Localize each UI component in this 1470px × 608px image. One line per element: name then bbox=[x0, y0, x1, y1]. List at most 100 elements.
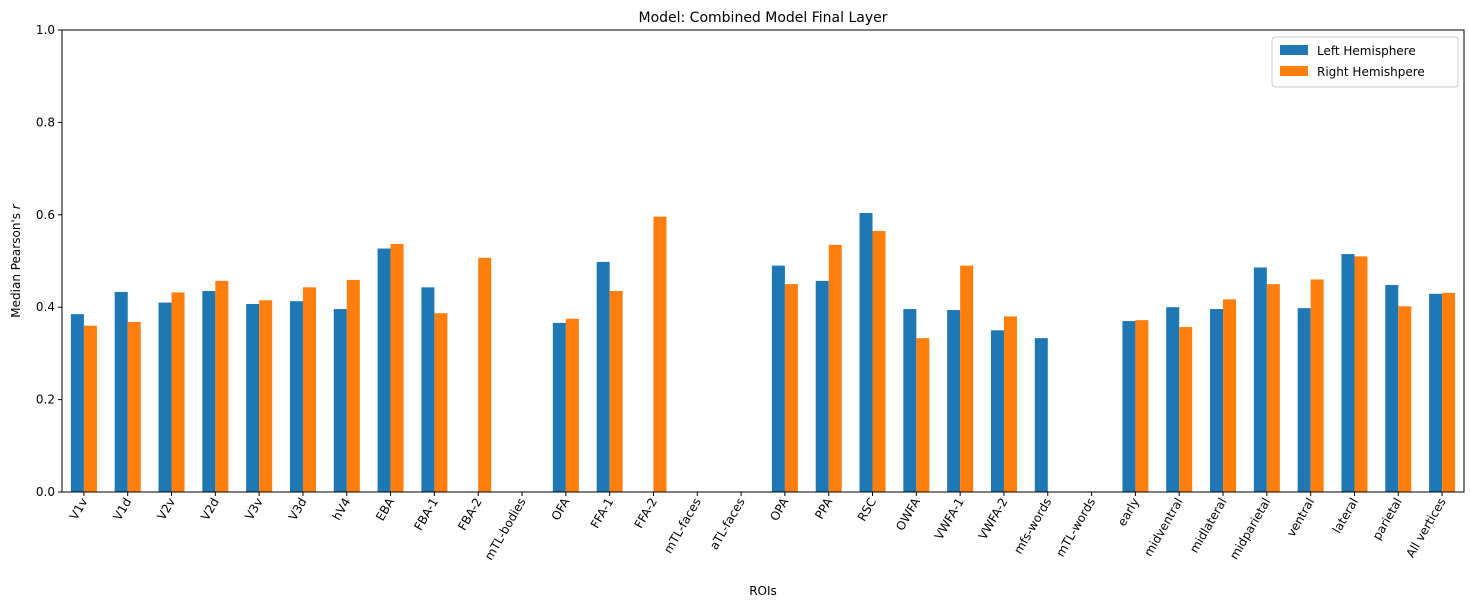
bar-left-ventral bbox=[1297, 308, 1311, 492]
bar-left-mfs-words bbox=[1034, 338, 1048, 492]
bar-left-v1v bbox=[70, 314, 84, 492]
bar-right-lateral bbox=[1354, 256, 1368, 492]
bar-left-vwfa-1 bbox=[947, 309, 961, 492]
bar-right-all-vertices bbox=[1442, 292, 1456, 492]
bar-right-vwfa-1 bbox=[960, 265, 974, 492]
bar-left-hv4 bbox=[333, 309, 347, 492]
bar-left-v2v bbox=[158, 302, 172, 492]
axes-frame bbox=[61, 29, 1465, 493]
bar-right-v2v bbox=[171, 292, 185, 492]
x-tick-label: mTL-bodies bbox=[482, 496, 529, 563]
y-tick-label: 0.2 bbox=[36, 393, 55, 407]
bar-right-ffa-1 bbox=[609, 291, 623, 492]
bar-right-v2d bbox=[215, 280, 229, 492]
x-tick-label: All vertices bbox=[1403, 496, 1448, 560]
bar-left-owfa bbox=[903, 309, 917, 492]
legend: Left Hemisphere Right Hemishpere bbox=[1271, 36, 1459, 88]
bar-right-v3d bbox=[302, 287, 316, 492]
bar-left-eba bbox=[377, 248, 391, 492]
bar-right-ofa bbox=[565, 318, 579, 492]
bar-left-v1d bbox=[114, 291, 128, 492]
bar-right-parietal bbox=[1398, 306, 1412, 492]
bar-left-midventral bbox=[1166, 307, 1180, 492]
legend-label: Right Hemishpere bbox=[1317, 65, 1425, 79]
bar-right-ffa-2 bbox=[653, 216, 667, 492]
x-tick-label: FBA-1 bbox=[411, 496, 441, 533]
x-tick-label: VWFA-2 bbox=[976, 496, 1011, 543]
chart-title: Model: Combined Model Final Layer bbox=[638, 10, 887, 26]
bar-right-early bbox=[1135, 320, 1149, 492]
x-tick-label: V2v bbox=[155, 496, 179, 523]
x-tick-label: FBA-2 bbox=[455, 496, 485, 533]
legend-swatch bbox=[1280, 45, 1308, 55]
bar-right-midparietal bbox=[1266, 284, 1280, 492]
x-tick-label: EBA bbox=[373, 495, 398, 523]
bar-right-rsc bbox=[872, 230, 886, 492]
y-tick-label: 1.0 bbox=[36, 23, 55, 37]
y-axis-label: Median Pearson's r bbox=[9, 203, 23, 318]
bar-left-midlateral bbox=[1210, 309, 1224, 492]
x-tick-label: VWFA-1 bbox=[932, 496, 967, 543]
x-tick-label: midparietal bbox=[1227, 496, 1273, 562]
x-tick-label: ventral bbox=[1284, 496, 1317, 540]
bar-right-ventral bbox=[1310, 279, 1324, 492]
y-tick-label: 0.4 bbox=[36, 300, 55, 314]
bar-left-v3v bbox=[246, 303, 260, 492]
x-tick-label: mfs-words bbox=[1011, 496, 1054, 557]
x-tick-label: hV4 bbox=[330, 496, 354, 523]
x-axis: V1v V1d V2v V2d V3v V3d hV4 EBA FBA-1 FBA-2mTL-bo… bbox=[67, 492, 1449, 563]
bar-right-eba bbox=[390, 243, 404, 492]
bar-right-opa bbox=[784, 284, 798, 492]
x-tick-label: midventral bbox=[1141, 496, 1186, 559]
x-tick-label: mTL-words bbox=[1053, 496, 1098, 560]
x-tick-label: lateral bbox=[1330, 496, 1361, 536]
legend-box bbox=[1271, 36, 1459, 88]
bars-group bbox=[70, 212, 1456, 492]
x-tick-label: FFA-1 bbox=[588, 496, 616, 531]
x-tick-label: V1v bbox=[67, 496, 91, 523]
bar-left-opa bbox=[771, 265, 785, 492]
x-tick-label: RSC bbox=[855, 496, 879, 524]
bar-right-hv4 bbox=[346, 279, 360, 492]
legend-label: Left Hemisphere bbox=[1317, 44, 1416, 58]
bar-left-fba-1 bbox=[421, 287, 435, 492]
x-tick-label: parietal bbox=[1370, 496, 1405, 543]
x-tick-label: PPA bbox=[812, 495, 835, 522]
x-tick-label: V1d bbox=[110, 496, 134, 523]
bar-right-midventral bbox=[1179, 327, 1193, 492]
bar-left-early bbox=[1122, 321, 1136, 492]
y-tick-label: 0.6 bbox=[36, 208, 55, 222]
bar-left-midparietal bbox=[1253, 267, 1267, 492]
x-tick-label: OPA bbox=[767, 495, 792, 524]
bar-left-lateral bbox=[1341, 254, 1355, 492]
x-tick-label: FFA-2 bbox=[632, 496, 660, 531]
x-tick-label: V2d bbox=[198, 496, 222, 523]
bar-right-v1v bbox=[83, 325, 97, 492]
bar-left-ofa bbox=[552, 322, 566, 492]
x-tick-label: V3d bbox=[286, 496, 310, 523]
bar-right-midlateral bbox=[1223, 299, 1237, 492]
x-tick-label: early bbox=[1115, 496, 1142, 529]
x-tick-label: mTL-faces bbox=[661, 496, 704, 556]
legend-swatch bbox=[1280, 66, 1308, 76]
bar-left-parietal bbox=[1385, 285, 1399, 492]
x-tick-label: V3v bbox=[242, 496, 266, 523]
bar-left-v3d bbox=[289, 301, 303, 492]
bar-right-ppa bbox=[828, 244, 842, 492]
bar-right-fba-1 bbox=[434, 313, 448, 492]
x-tick-label: aTL-faces bbox=[707, 496, 748, 553]
bar-right-v1d bbox=[127, 321, 141, 492]
bar-left-ppa bbox=[815, 280, 829, 492]
x-tick-label: OWFA bbox=[893, 495, 923, 533]
y-axis: 0.0 0.2 0.4 0.6 0.8 1.0 bbox=[36, 23, 62, 499]
bar-left-vwfa-2 bbox=[990, 330, 1004, 492]
bar-left-rsc bbox=[859, 212, 873, 492]
bar-right-vwfa-2 bbox=[1003, 316, 1017, 492]
x-tick-label: OFA bbox=[549, 495, 573, 523]
bar-left-all-vertices bbox=[1429, 293, 1443, 492]
x-tick-label: midlateral bbox=[1187, 496, 1230, 556]
x-axis-label: ROIs bbox=[749, 584, 777, 598]
bar-right-owfa bbox=[916, 338, 930, 492]
y-tick-label: 0.0 bbox=[36, 485, 55, 499]
